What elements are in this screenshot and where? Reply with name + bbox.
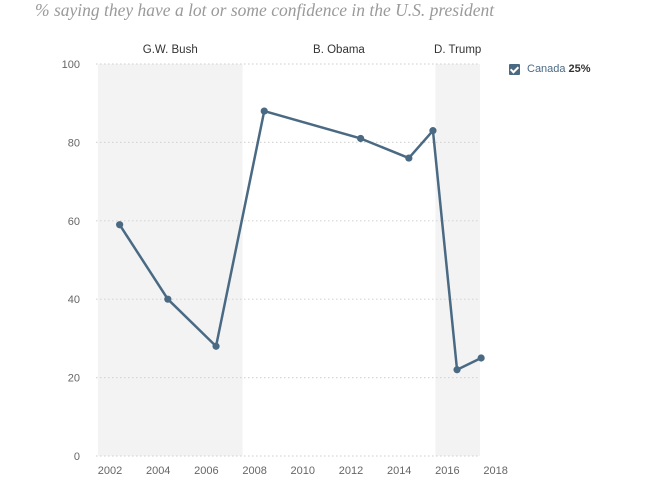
x-tick-label: 2008 [242,465,266,477]
y-tick-label: 40 [68,294,80,306]
y-tick-label: 100 [62,59,80,71]
y-tick-label: 60 [68,216,80,228]
x-tick-label: 2006 [194,465,218,477]
x-tick-label: 2004 [146,465,170,477]
legend-item-canada[interactable]: Canada 25% [509,63,591,75]
era-label: D. Trump [434,44,481,56]
legend-label: Canada [527,63,566,75]
data-point [260,107,268,115]
data-point [164,295,172,303]
x-tick-label: 2002 [98,465,122,477]
checkbox-checked-icon[interactable] [509,63,520,75]
x-tick-label: 2018 [483,465,507,477]
x-tick-label: 2016 [435,465,459,477]
y-tick-label: 20 [68,373,80,385]
data-point [212,342,220,350]
data-point [405,154,413,162]
data-point [429,127,437,135]
x-tick-label: 2010 [291,465,315,477]
data-point [453,366,461,374]
x-tick-label: 2012 [339,465,363,477]
x-tick-label: 2014 [387,465,411,477]
era-label: B. Obama [313,44,365,56]
y-tick-label: 80 [68,137,80,149]
y-tick-label: 0 [74,451,80,463]
era-shade [435,64,480,456]
data-point [116,221,124,229]
chart-subtitle: % saying they have a lot or some confide… [35,0,495,20]
era-label: G.W. Bush [143,44,198,56]
legend-value: 25% [568,63,591,75]
data-point [357,134,365,143]
data-point [477,354,485,362]
era-shade [97,64,243,456]
